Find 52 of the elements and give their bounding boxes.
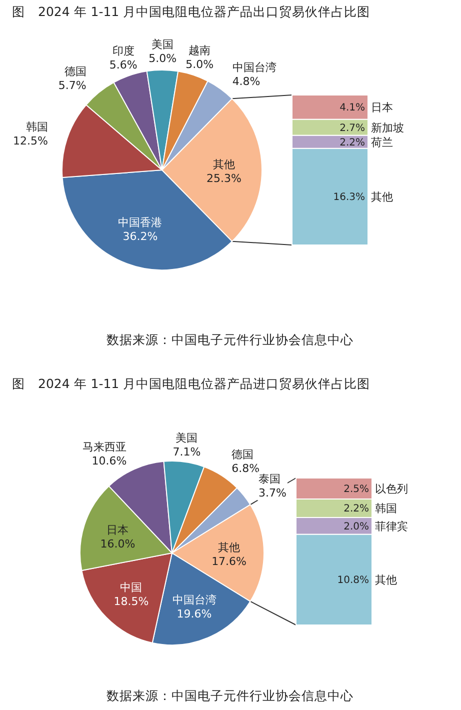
slice-label: 韩国 [26,120,48,134]
data-label: 12.5% [13,134,48,148]
series-label: 其他 [375,574,397,587]
data-label: 17.6% [212,555,247,568]
slice-label: 其他 [213,158,235,171]
slice-label: 中国 [120,580,142,594]
data-label: 16.3% [333,192,365,204]
data-label: 3.7% [258,486,286,500]
data-label: 36.2% [122,230,158,244]
series-label: 以色列 [375,482,408,496]
data-label: 25.3% [206,172,242,185]
chart-title: 图 2024 年 1-11 月中国电阻电位器产品出口贸易伙伴占比图 [12,4,370,19]
data-label: 5.6% [109,58,138,72]
slice-label: 泰国 [258,472,281,486]
data-label: 2.2% [340,137,365,148]
series-label: 其他 [371,190,393,204]
data-label: 6.8% [232,462,260,476]
data-label: 5.0% [148,52,177,65]
slice-label: 中国香港 [118,216,162,230]
data-label: 2.0% [344,521,369,532]
series-label: 新加坡 [371,121,404,134]
slice-label: 越南 [188,44,211,58]
series-label: 日本 [371,101,393,114]
data-label: 4.1% [340,102,365,114]
data-label: 5.0% [186,58,214,72]
data-label: 2.5% [344,484,369,495]
slice-label: 马来西亚 [82,440,127,454]
data-label: 2.2% [344,504,369,515]
series-label: 韩国 [375,502,397,516]
slice-label: 德国 [64,64,86,78]
source-note: 数据来源：中国电子元件行业协会信息中心 [106,688,354,703]
series-label: 菲律宾 [375,520,408,533]
data-label: 10.6% [92,454,127,468]
slice-label: 美国 [176,432,198,445]
slice-label: 印度 [112,44,134,58]
data-label: 10.8% [337,575,369,586]
slice-label: 德国 [232,448,254,462]
slice-label: 中国台湾 [232,60,276,74]
series-label: 荷兰 [371,136,393,149]
slice-label: 日本 [106,524,129,537]
data-label: 2.7% [340,122,365,134]
data-label: 7.1% [172,446,201,459]
data-label: 4.8% [232,74,260,88]
data-label: 5.7% [58,78,86,92]
data-label: 16.0% [100,538,136,551]
source-note: 数据来源：中国电子元件行业协会信息中心 [106,332,354,347]
data-label: 19.6% [176,608,212,621]
slice-label: 美国 [152,38,174,51]
chart-title: 图 2024 年 1-11 月中国电阻电位器产品进口贸易伙伴占比图 [12,376,370,391]
data-label: 18.5% [114,594,149,608]
slice-label: 其他 [218,541,240,554]
slice-label: 中国台湾 [172,594,216,607]
